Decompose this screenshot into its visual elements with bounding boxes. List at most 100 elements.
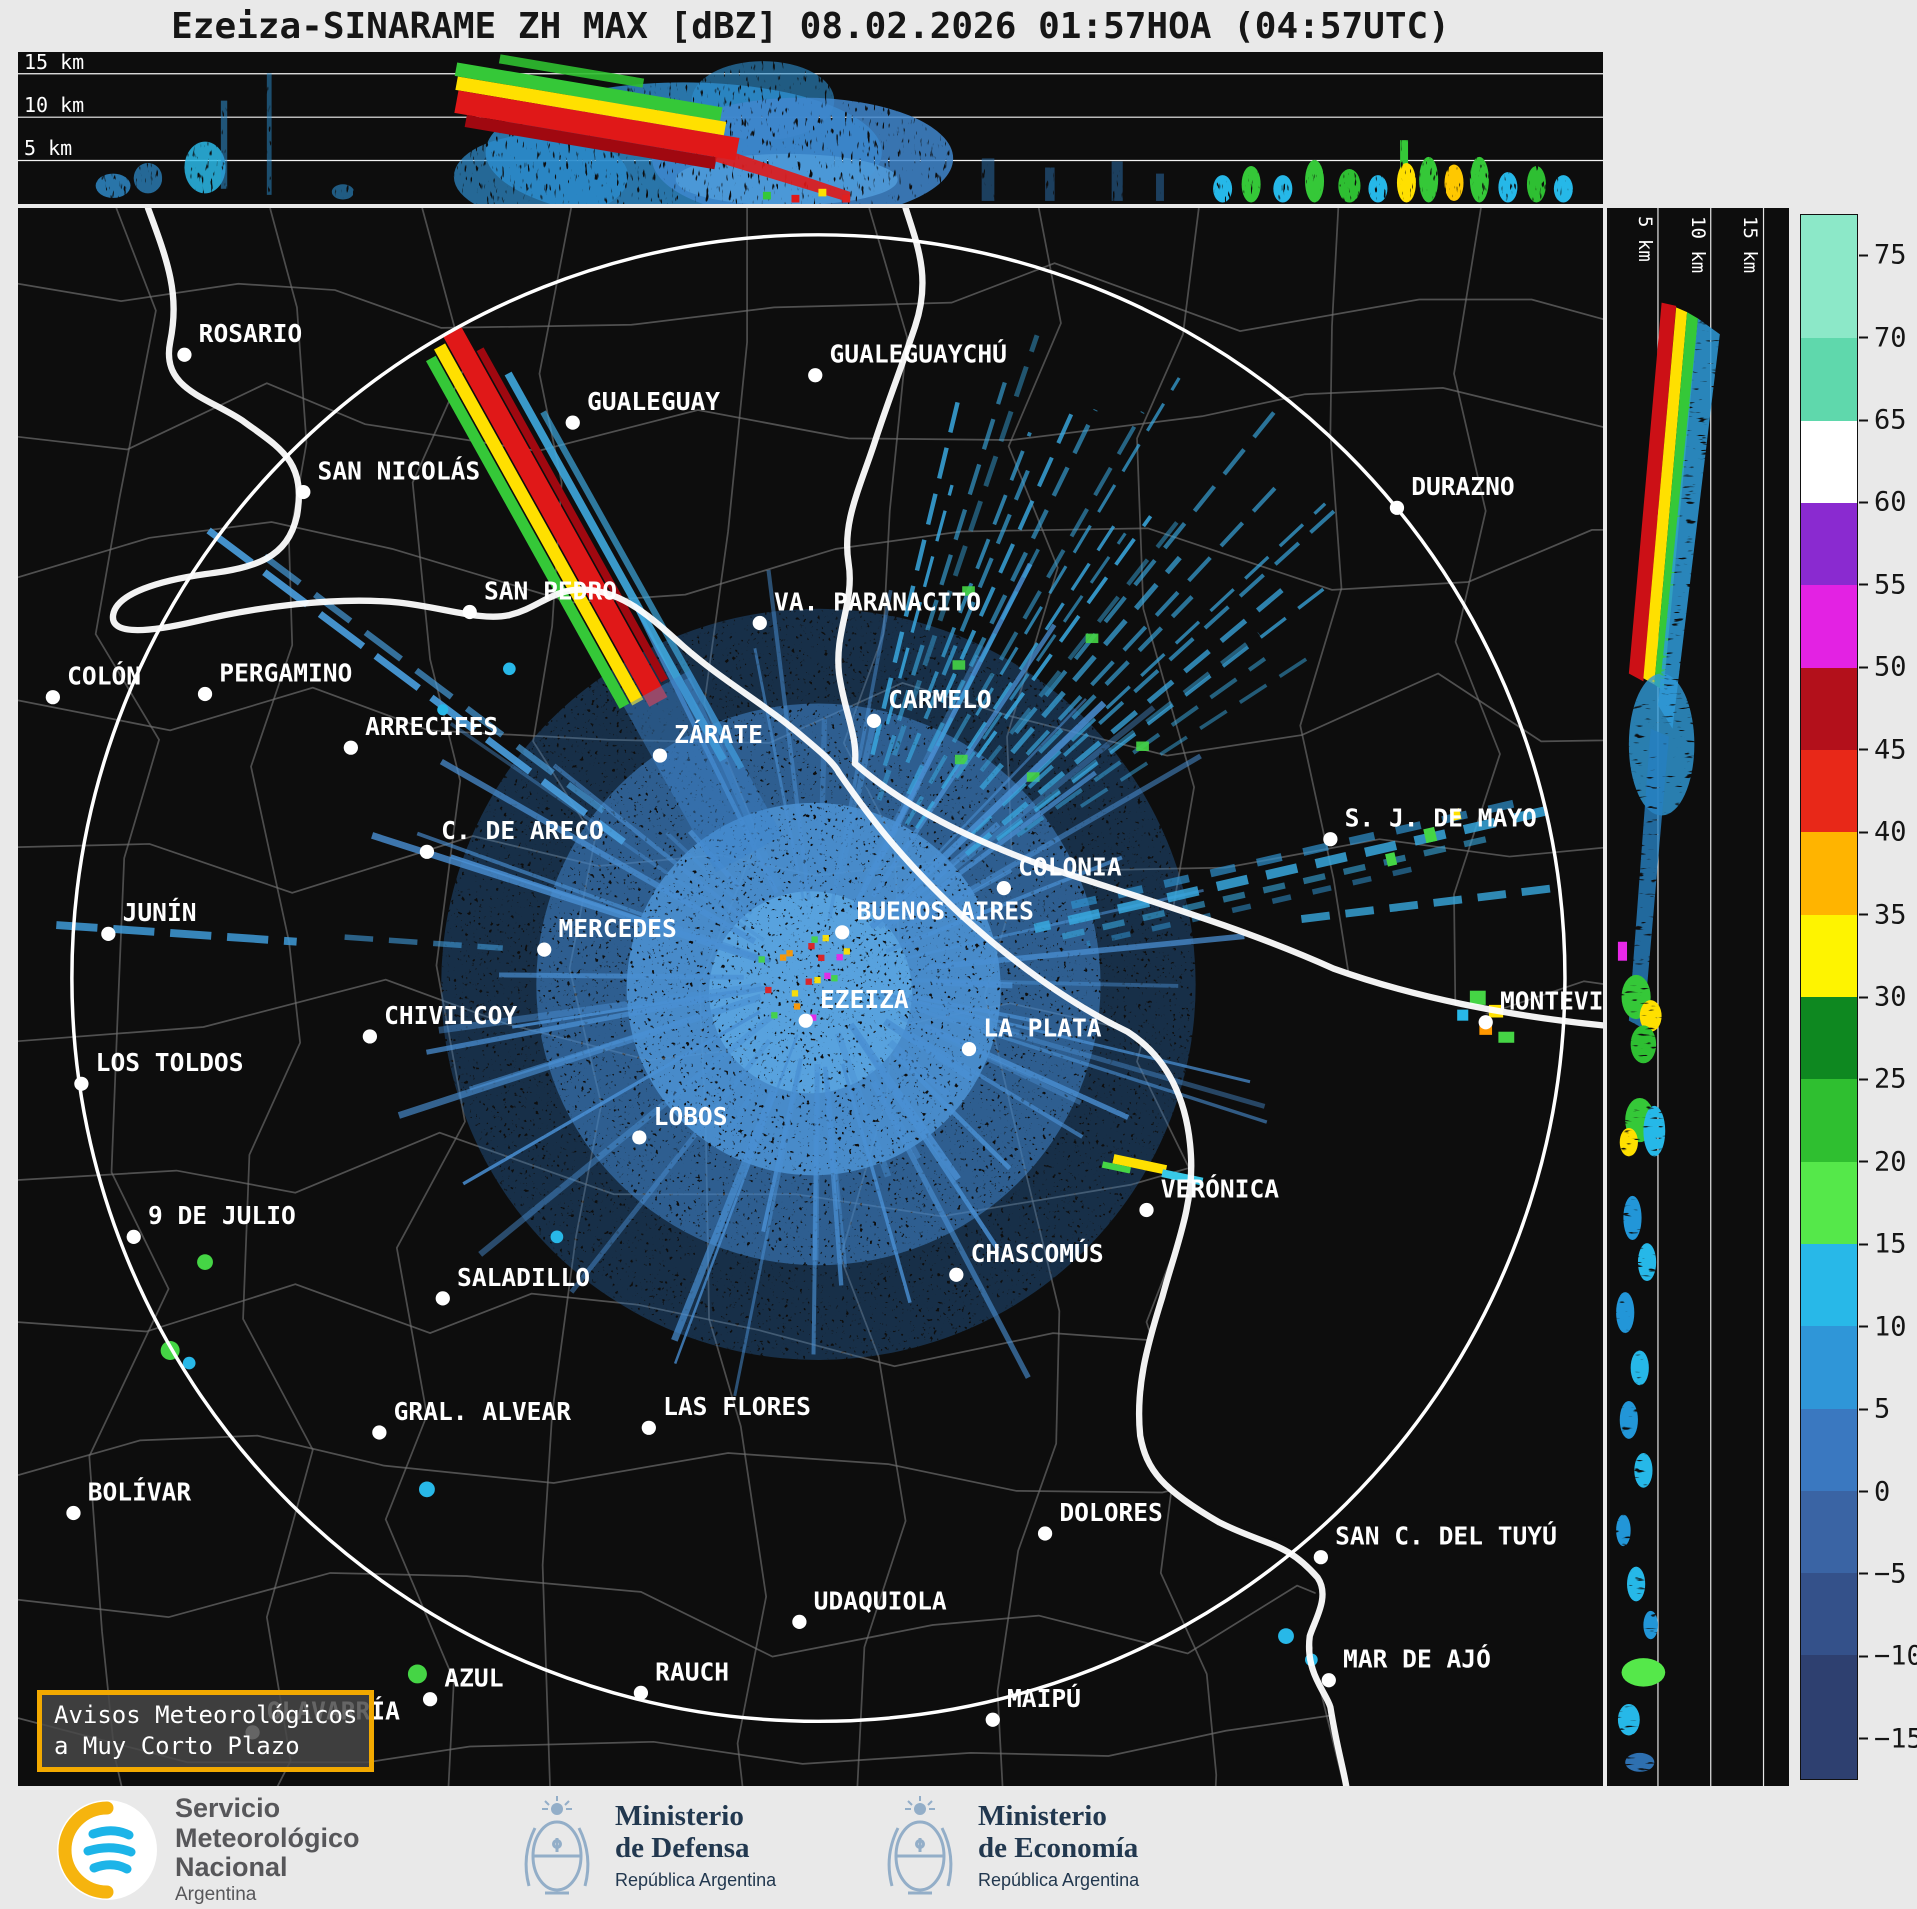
- echo-spoke: [552, 763, 749, 923]
- colorbar-tick-labels: 75 70 65 60 55 50 45 40 35 30 25 20 15 10 5 0 −5 −10 −15: [1859, 214, 1917, 1780]
- city-dot: [866, 713, 882, 728]
- colorbar-tick-mark: [1859, 583, 1868, 586]
- ne-fan-streak: [1027, 500, 1346, 789]
- coat-of-arms-icon: [887, 1796, 953, 1895]
- echo-spoke: [671, 1087, 778, 1342]
- center-clutter-pixel: [836, 954, 843, 961]
- ne-fan-streak: [906, 408, 1098, 795]
- echo-spoke: [761, 1058, 803, 1233]
- echo-spoke: [766, 569, 811, 901]
- colorbar-tick-value: 35: [1874, 899, 1907, 931]
- colorbar-tick: 20: [1859, 1148, 1907, 1175]
- colorbar-tick-value: 15: [1874, 1228, 1907, 1260]
- city-label: LOBOS: [654, 1102, 728, 1131]
- colorbar-tick-value: 70: [1874, 322, 1907, 354]
- colorbar-tick-value: 75: [1874, 239, 1907, 271]
- echo-fleck: [1136, 741, 1149, 751]
- colorbar-tick-mark: [1859, 1572, 1868, 1575]
- center-clutter-pixel: [831, 975, 838, 982]
- colorbar-tick: 0: [1859, 1478, 1890, 1505]
- ministerio-defensa-text: Ministerio de Defensa República Argentin…: [615, 1800, 777, 1891]
- colorbar-tick-value: 10: [1874, 1311, 1907, 1343]
- city-dot: [419, 844, 435, 859]
- city-dot: [45, 690, 61, 705]
- echo-spoke: [811, 1072, 820, 1355]
- colorbar-tick: 55: [1859, 571, 1907, 598]
- city-label: COLONIA: [1018, 853, 1122, 882]
- smn-logo-icon: [57, 1799, 157, 1900]
- city-label: MERCEDES: [558, 914, 676, 943]
- colorbar-tick-value: 0: [1874, 1476, 1891, 1508]
- city-label: DOLORES: [1059, 1498, 1162, 1527]
- smn-line-2: Meteorológico: [175, 1822, 360, 1853]
- echo-spoke: [824, 1072, 841, 1210]
- colorbar-tick-value: 55: [1874, 569, 1907, 601]
- city-label: 9 DE JULIO: [148, 1201, 296, 1230]
- west-streak: [56, 921, 503, 951]
- colorbar-tick-mark: [1859, 996, 1868, 998]
- right-cross-section-panel: 5 km 10 km 15 km: [1607, 208, 1789, 1786]
- echo-spoke: [397, 993, 762, 1119]
- smn-line-3: Nacional: [175, 1852, 288, 1883]
- uruguay-river: [835, 208, 926, 767]
- echo-spoke: [665, 831, 753, 916]
- colorbar-tick-mark: [1859, 501, 1868, 504]
- colorbar-tick-value: 40: [1874, 816, 1907, 848]
- echo-spoke: [907, 1030, 1084, 1139]
- colorbar: [1800, 214, 1858, 1780]
- colorbar-tick: 5: [1859, 1396, 1890, 1423]
- echo-spoke: [927, 868, 1013, 919]
- top-cross-section-plot: [18, 54, 1603, 204]
- colorbar-tick: −15: [1859, 1725, 1917, 1752]
- echo-spoke: [880, 991, 1251, 1084]
- colorbar-tick: 60: [1859, 489, 1907, 516]
- echo-spoke: [932, 979, 1013, 989]
- ne-fan-streak: [905, 465, 1032, 764]
- city-dot: [101, 926, 116, 941]
- colorbar-tick: 70: [1859, 324, 1907, 351]
- echo-spoke: [753, 647, 805, 900]
- colorbar-tick-mark: [1859, 1078, 1868, 1081]
- smn-country: Argentina: [175, 1884, 257, 1906]
- city-dot: [752, 615, 767, 631]
- echo-fleck: [954, 754, 968, 765]
- city-label: RAUCH: [655, 1657, 729, 1686]
- ministry-line-1: Ministerio: [615, 1800, 744, 1833]
- colorbar-tick: 35: [1859, 901, 1907, 928]
- echo-spoke: [462, 1010, 761, 1186]
- echo-spoke: [870, 1080, 1031, 1379]
- city-dot: [537, 942, 552, 957]
- colorbar-tick-mark: [1859, 913, 1868, 916]
- ministry-subtitle: República Argentina: [615, 1869, 777, 1890]
- city-dot: [1321, 1673, 1336, 1688]
- city-label: ARRECIFES: [365, 712, 498, 741]
- city-dot: [422, 1692, 438, 1707]
- echo-spoke: [840, 1063, 912, 1304]
- boundary-line: [242, 208, 314, 1786]
- ne-fan-streak: [940, 405, 1077, 704]
- ne-fan-streak: [914, 525, 1116, 830]
- top-right-echo-columns: [1213, 140, 1573, 203]
- colorbar-tick: 10: [1859, 1313, 1907, 1340]
- city-dot: [798, 1013, 813, 1028]
- height-label-15km: 15 km: [24, 52, 85, 74]
- city-dot: [633, 1685, 649, 1700]
- ne-fan-streak: [935, 540, 1044, 747]
- echo-spoke: [908, 994, 1039, 1024]
- city-label: GUALEGUAY: [587, 387, 720, 416]
- center-clutter-pixel: [793, 1003, 801, 1010]
- city-markers: ROSARIO GUALEGUAYCHÚ GUALEGUAY SAN NICOLÁS D…: [45, 319, 1603, 1740]
- center-clutter-pixel: [808, 943, 815, 950]
- colorbar-tick-mark: [1859, 336, 1868, 339]
- echo-spoke: [867, 1069, 922, 1160]
- city-label: GRAL. ALVEAR: [394, 1397, 572, 1426]
- echo-spoke: [834, 1032, 892, 1178]
- boundary-line: [18, 262, 1603, 332]
- ne-fan-streak: [964, 581, 1292, 857]
- city-dot: [835, 925, 850, 940]
- rivers-and-coastlines: [109, 208, 1603, 1786]
- ne-fan-streak: [979, 512, 1186, 773]
- city-label: SAN C. DEL TUYÚ: [1335, 1521, 1557, 1551]
- height-label-5km: 5 km: [1634, 216, 1656, 262]
- city-label: COLÓN: [67, 661, 141, 691]
